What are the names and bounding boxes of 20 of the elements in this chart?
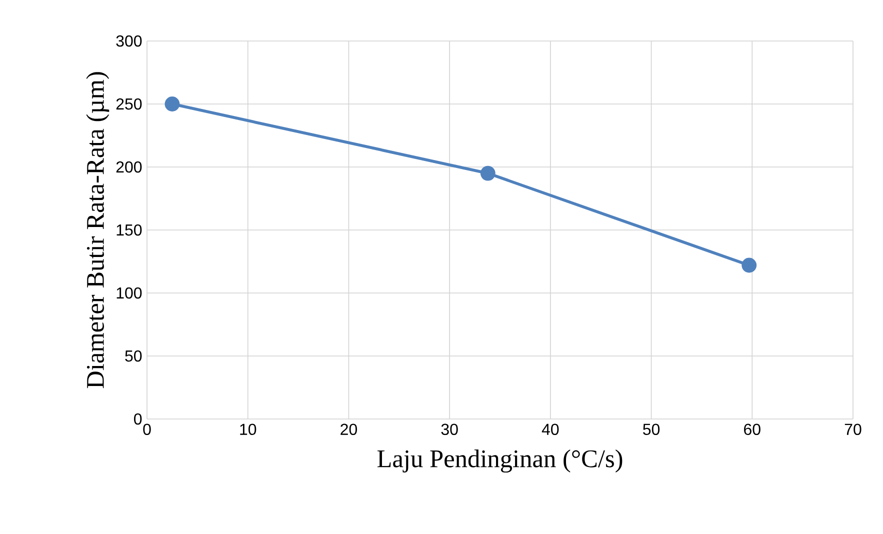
- x-tick-label: 70: [844, 424, 862, 436]
- y-tick-label: 150: [116, 224, 142, 236]
- y-tick-label: 200: [116, 161, 142, 173]
- x-tick-label: 20: [340, 424, 357, 436]
- x-tick-label: 40: [542, 424, 559, 436]
- x-tick-label: 0: [143, 424, 151, 436]
- y-axis-title: Diameter Butir Rata-Rata (µm): [86, 72, 110, 388]
- x-axis-title: Laju Pendinginan (°C/s): [377, 450, 622, 473]
- y-tick-label: 100: [116, 287, 142, 299]
- point: [742, 258, 757, 273]
- y-tick-label: 0: [134, 413, 142, 425]
- y-tick-label: 300: [116, 35, 142, 47]
- y-tick-label: 250: [116, 98, 142, 110]
- point: [164, 96, 180, 112]
- x-tick-label: 50: [643, 424, 660, 436]
- x-tick-label: 10: [240, 424, 256, 436]
- point: [480, 166, 496, 181]
- y-tick-label: 50: [125, 350, 142, 362]
- x-tick-label: 60: [744, 424, 760, 436]
- x-tick-label: 30: [441, 424, 458, 436]
